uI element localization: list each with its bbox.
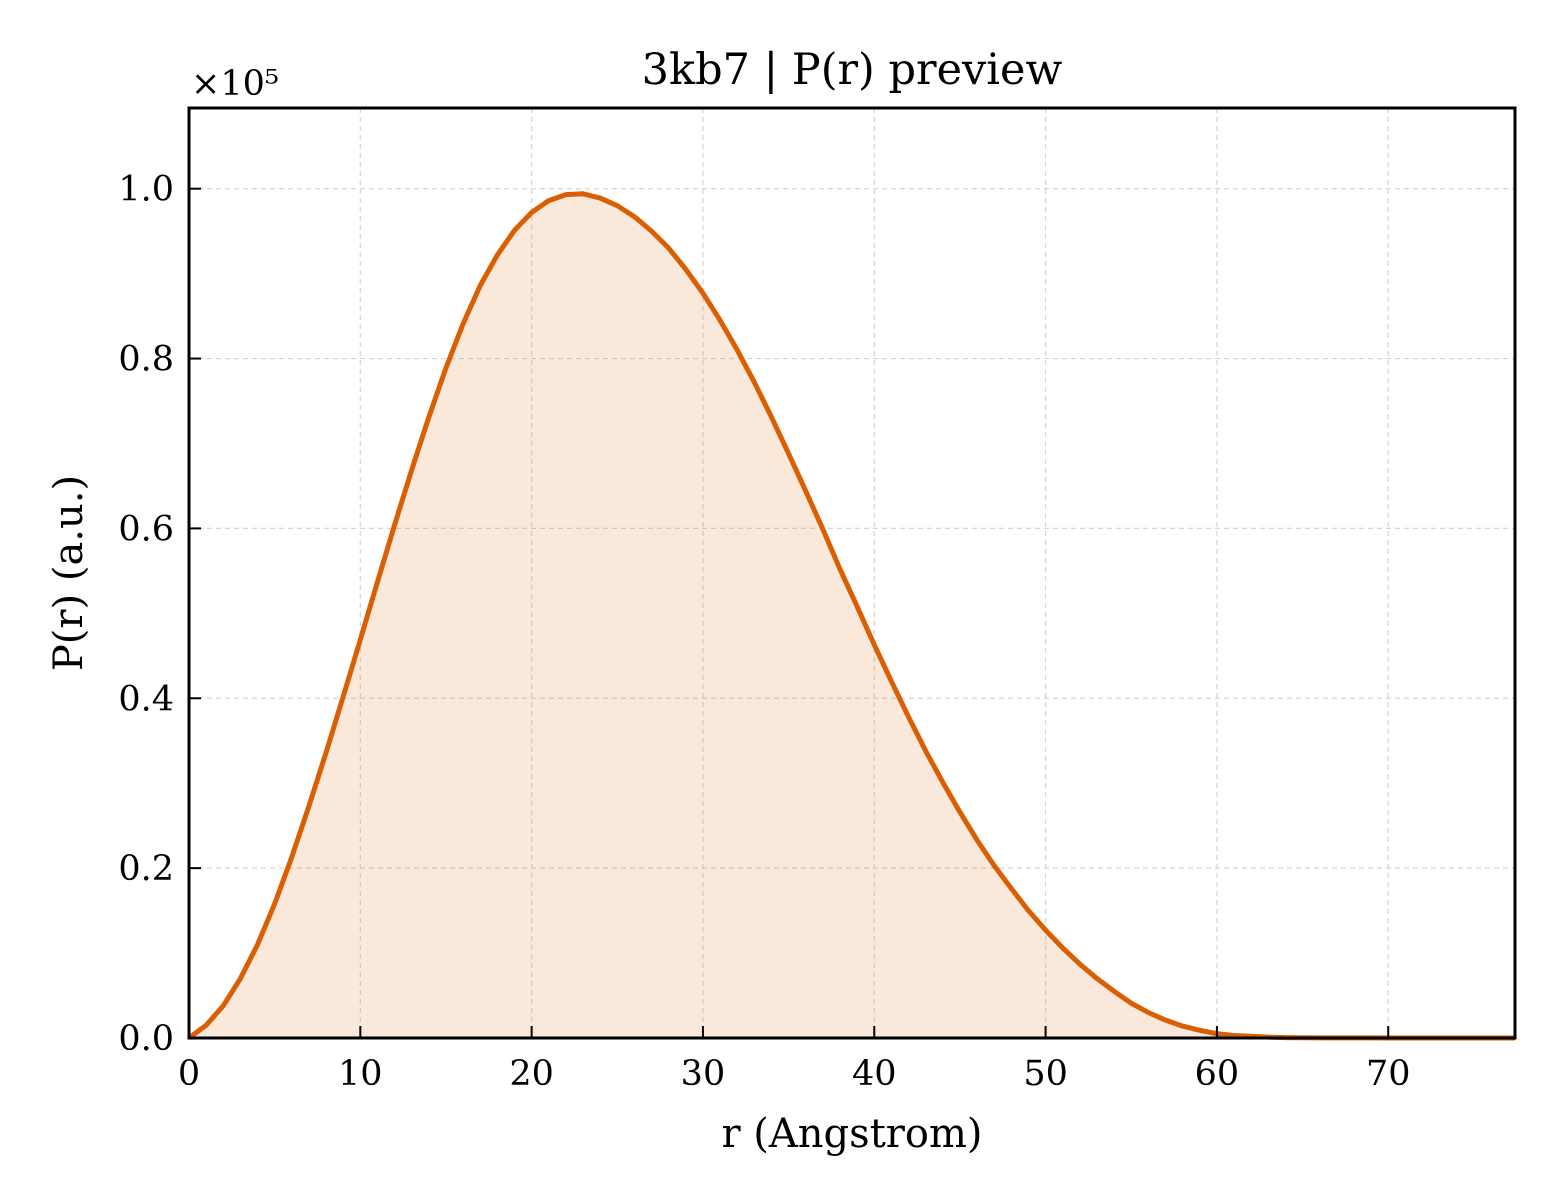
x-tick-label: 60 [1195, 1054, 1240, 1094]
y-tick-label: 0.6 [118, 509, 174, 549]
x-tick-label: 20 [509, 1054, 554, 1094]
chart-title: 3kb7 | P(r) preview [642, 45, 1063, 95]
y-tick-label: 0.8 [118, 340, 174, 380]
y-tick-label: 0.0 [118, 1019, 174, 1059]
plot-frame [187, 106, 1517, 1040]
x-tick-label: 50 [1023, 1054, 1068, 1094]
pr-area-fill [189, 193, 1515, 1038]
x-tick-label: 40 [852, 1054, 897, 1094]
y-tick-label: 0.2 [118, 849, 174, 889]
y-multiplier-label: ×10⁵ [191, 64, 279, 104]
y-tick-label: 1.0 [118, 170, 174, 210]
grid [189, 108, 1515, 1038]
tick-labels: 0 10 20 30 40 50 60 70 0.0 0.2 0.4 0.6 0.8 1.0 [118, 170, 1410, 1094]
x-tick-label: 30 [681, 1054, 726, 1094]
y-axis-title: P(r) (a.u.) [46, 475, 92, 671]
x-tick-label: 0 [178, 1054, 200, 1094]
y-tick-label: 0.4 [118, 679, 174, 719]
x-tick-label: 70 [1366, 1054, 1411, 1094]
x-tick-label: 10 [338, 1054, 383, 1094]
x-axis-title: r (Angstrom) [721, 1111, 982, 1157]
ticks [188, 187, 1390, 1039]
